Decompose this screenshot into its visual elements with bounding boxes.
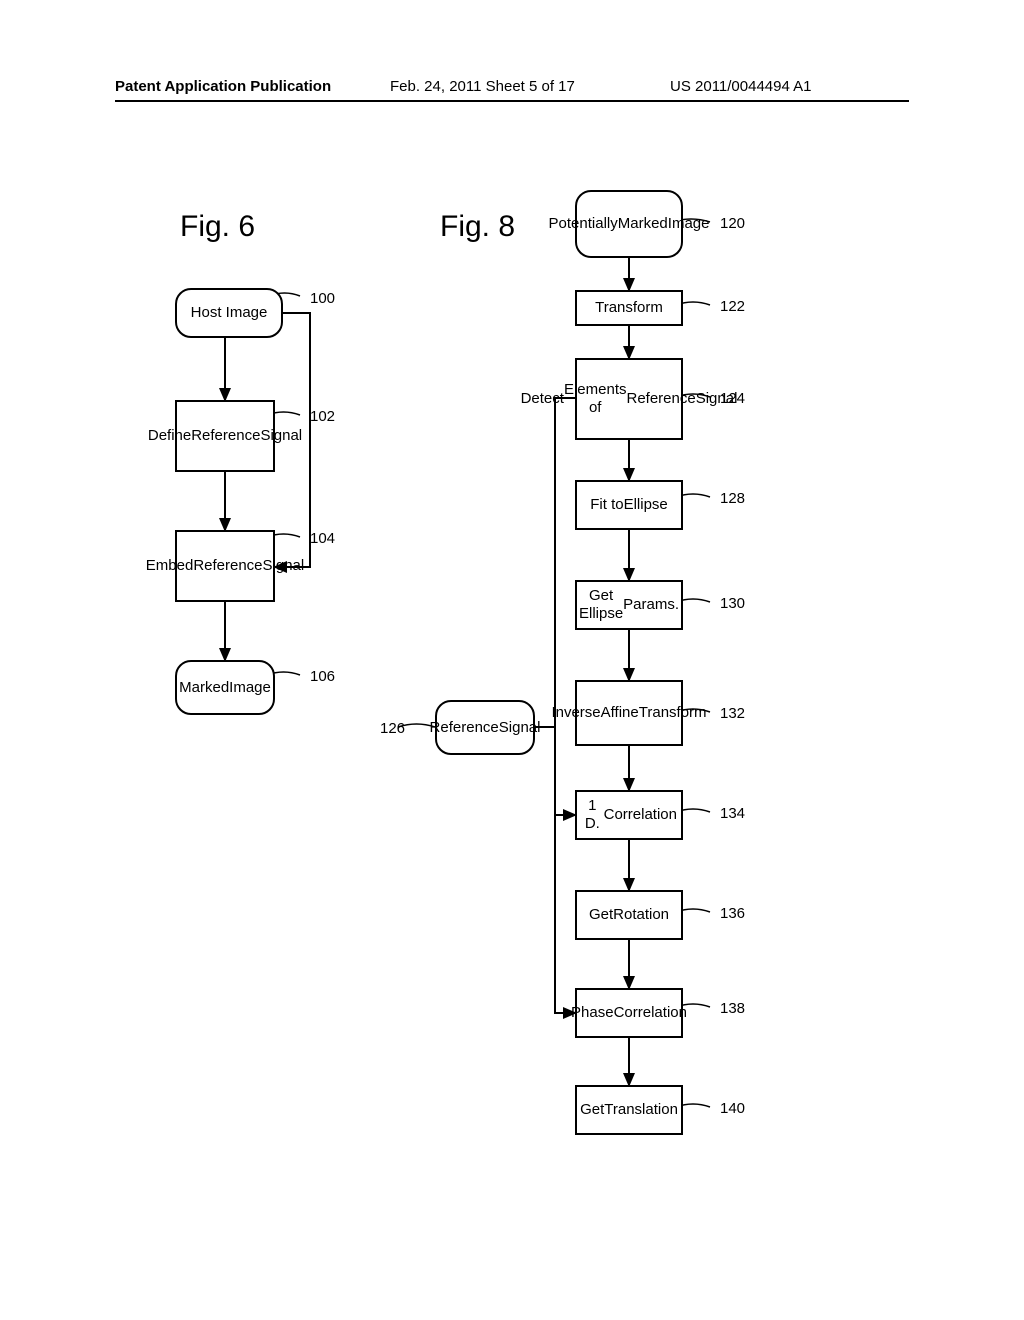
fig8-inv-affine-ref: 132 [720,705,745,722]
fig8-pot-marked-ref: 120 [720,215,745,232]
fig8-pot-marked: PotentiallyMarkedImage [575,190,683,258]
diagram-svg [0,0,1024,1320]
fig8-phase-corr: PhaseCorrelation [575,988,683,1038]
fig8-detect-ref: 124 [720,390,745,407]
fig6-embed-ref: EmbedReferenceSignal [175,530,275,602]
fig6-host-image: Host Image [175,288,283,338]
fig6-marked-image: MarkedImage [175,660,275,715]
fig8-get-ellipse-ref: 130 [720,595,745,612]
fig8-reference-signal: ReferenceSignal [435,700,535,755]
fig8-get-trans: GetTranslation [575,1085,683,1135]
fig8-get-rot-ref: 136 [720,905,745,922]
fig8-inv-affine: InverseAffineTransform [575,680,683,746]
fig8-detect: DetectElements ofReferenceSignal [575,358,683,440]
fig8-transform-ref: 122 [720,298,745,315]
header-left: Patent Application Publication [115,78,331,95]
fig8-fit-ellipse-ref: 128 [720,490,745,507]
header-right: US 2011/0044494 A1 [670,78,812,95]
page: Patent Application Publication Feb. 24, … [0,0,1024,1320]
fig6-marked-image-ref: 106 [310,668,335,685]
fig6-define-ref-ref: 102 [310,408,335,425]
fig6-title: Fig. 6 [180,210,255,244]
fig8-phase-corr-ref: 138 [720,1000,745,1017]
fig8-fit-ellipse: Fit toEllipse [575,480,683,530]
fig8-transform: Transform [575,290,683,326]
fig8-corr1d-ref: 134 [720,805,745,822]
header-mid: Feb. 24, 2011 Sheet 5 of 17 [390,78,575,95]
fig6-embed-ref-ref: 104 [310,530,335,547]
fig8-get-trans-ref: 140 [720,1100,745,1117]
fig8-reference-signal-ref: 126 [380,720,405,737]
fig8-corr1d: 1 D.Correlation [575,790,683,840]
header-rule [115,100,909,102]
fig6-define-ref: DefineReferenceSignal [175,400,275,472]
fig6-host-image-ref: 100 [310,290,335,307]
fig8-get-rot: GetRotation [575,890,683,940]
fig8-get-ellipse: Get EllipseParams. [575,580,683,630]
fig8-title: Fig. 8 [440,210,515,244]
